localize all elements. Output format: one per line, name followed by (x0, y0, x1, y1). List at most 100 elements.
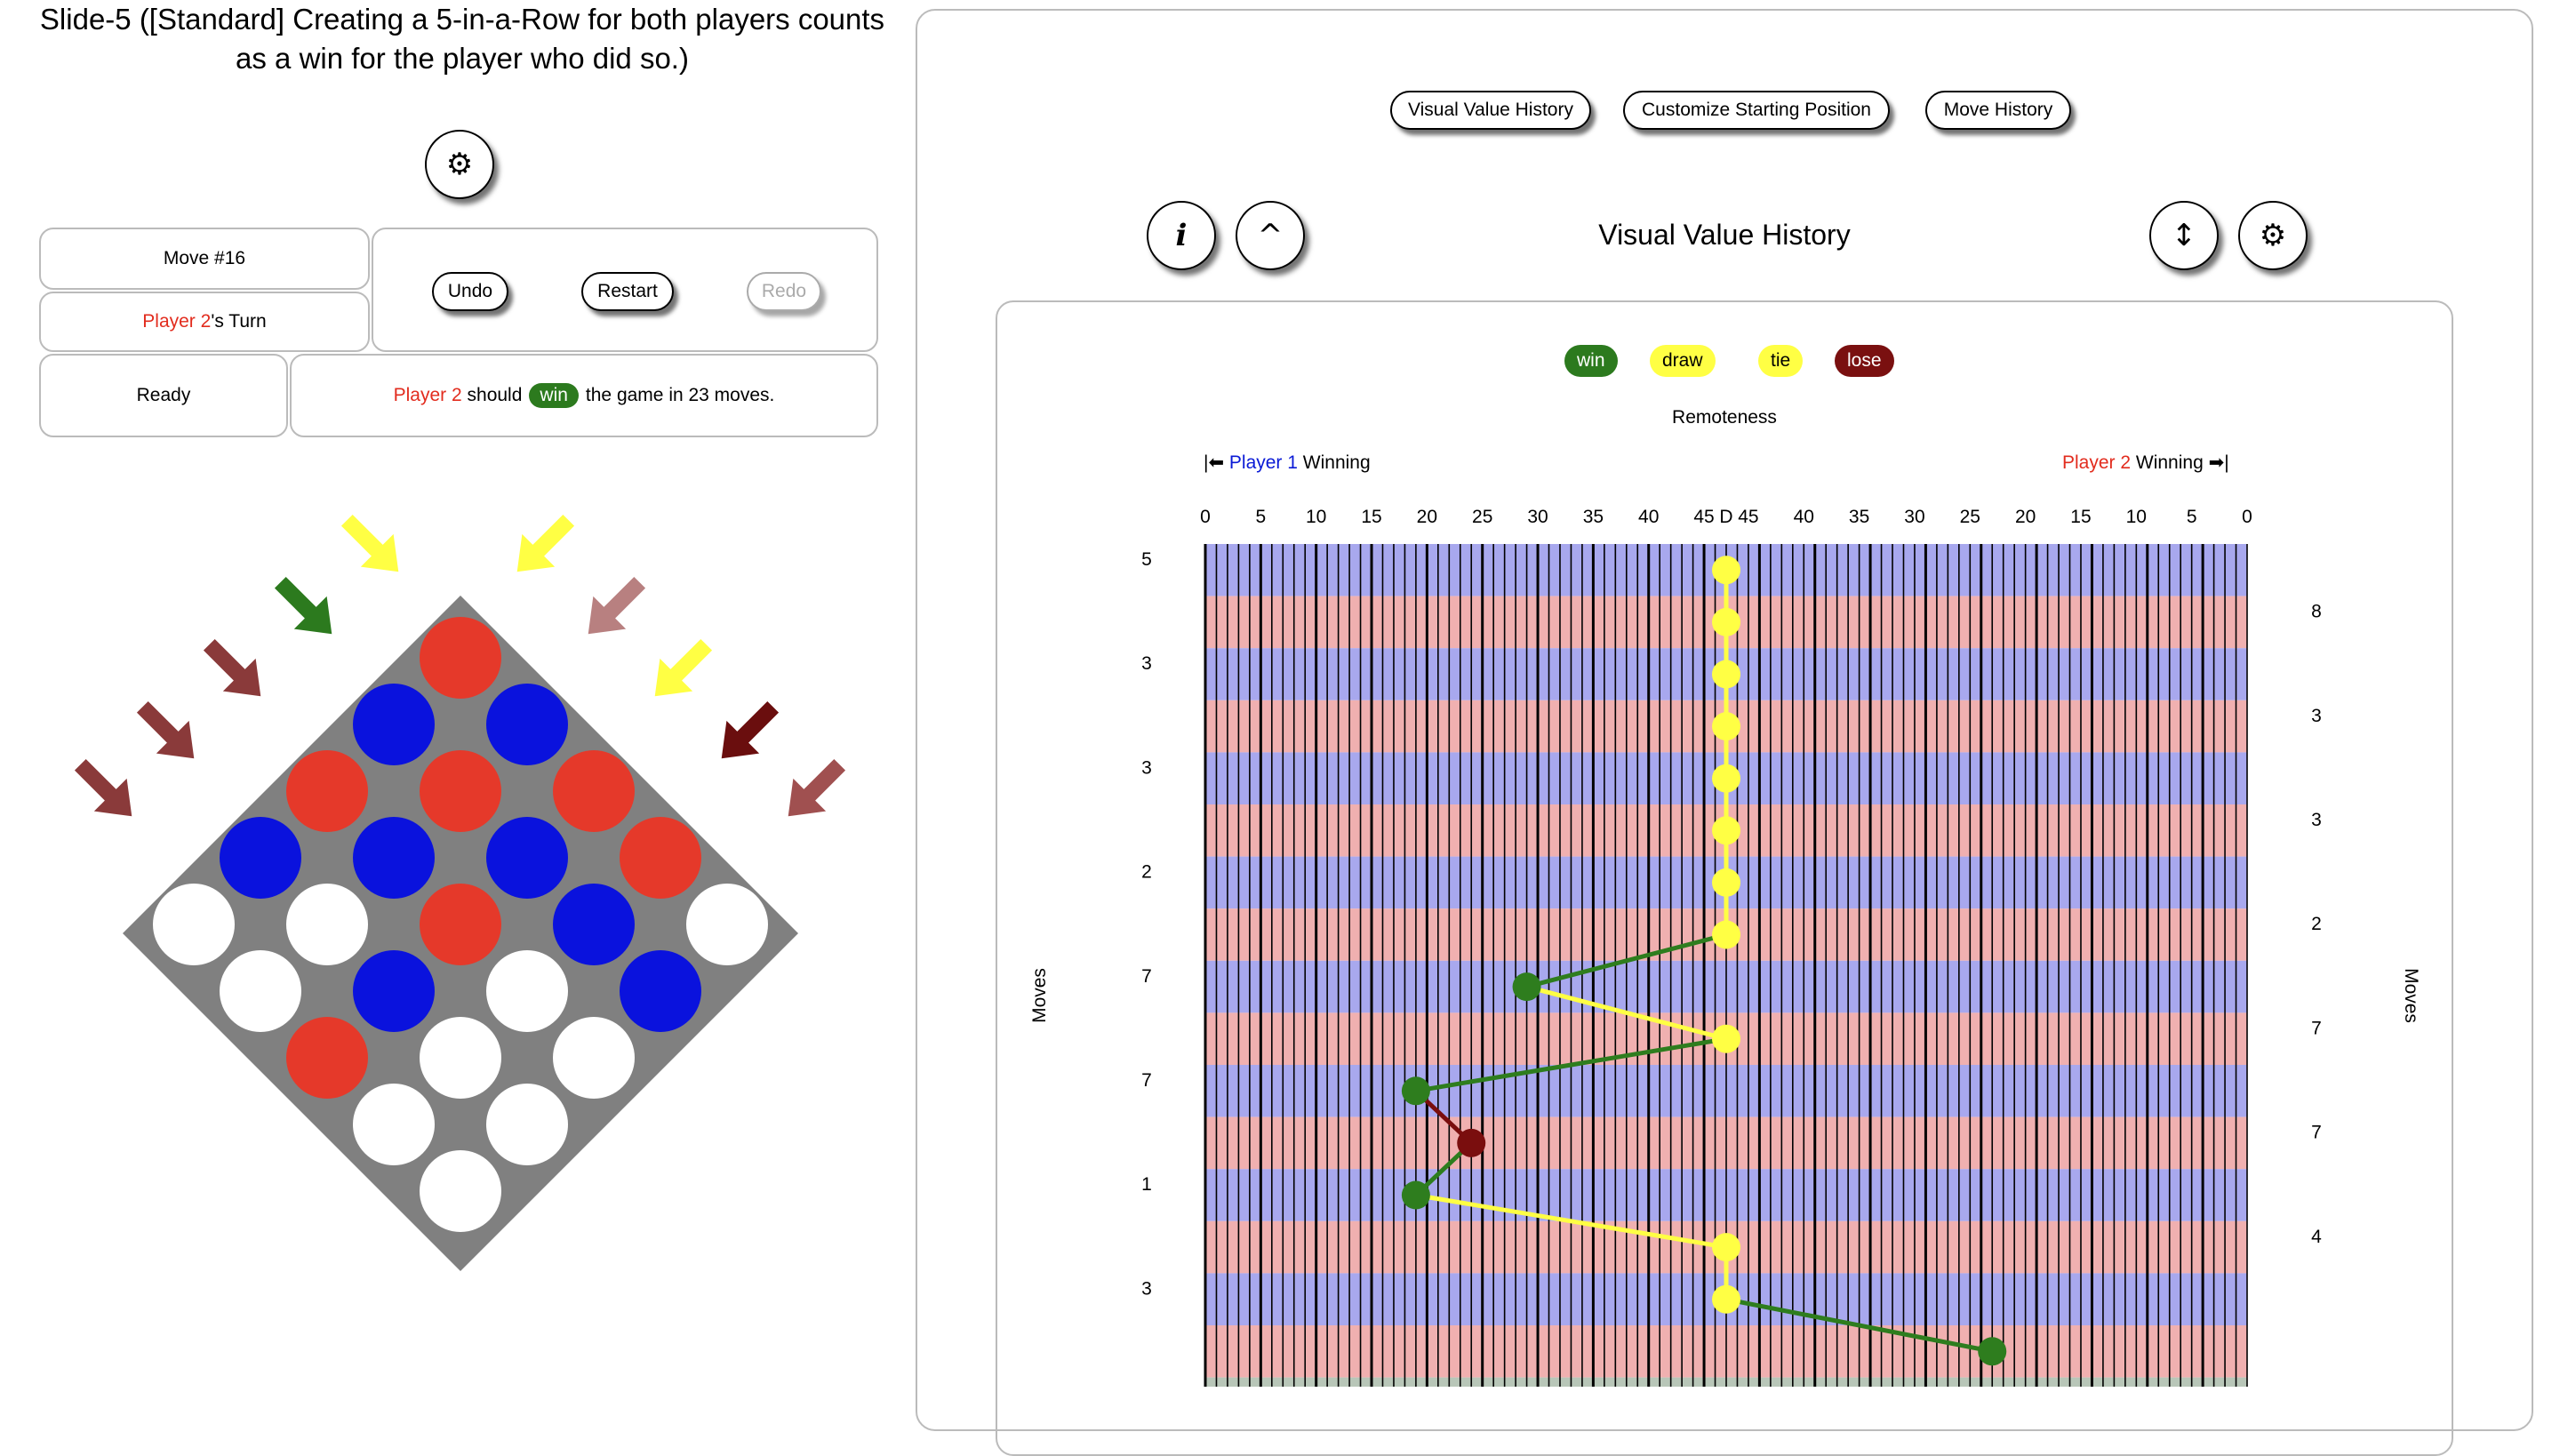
move-counter: Move #16 (39, 228, 370, 290)
board-cell-blue[interactable] (486, 817, 568, 899)
left-move-number: 3 (1141, 653, 1152, 674)
x-tick-label: 45 (1693, 507, 1714, 527)
x-tick-label: 0 (1200, 507, 1211, 527)
x-tick-label: 10 (2126, 507, 2147, 527)
board-cell-red[interactable] (420, 617, 501, 699)
vvh-position-dot[interactable] (1712, 868, 1740, 897)
legend-win[interactable]: win (1564, 345, 1618, 377)
drop-arrow-icon[interactable] (638, 628, 723, 713)
flip-button[interactable]: ↕ (2149, 201, 2219, 270)
drop-arrow-icon[interactable] (193, 628, 277, 713)
game-board[interactable] (0, 498, 889, 1298)
left-move-number: 7 (1141, 966, 1152, 987)
gear-icon: ⚙ (445, 147, 474, 182)
ready-status: Ready (39, 354, 288, 437)
winning-text: Winning (1302, 452, 1371, 473)
info-icon: 𝒊 (1175, 218, 1188, 253)
restart-button[interactable]: Restart (581, 272, 674, 311)
board-cell-white[interactable] (153, 884, 235, 965)
prediction-text: the game in 23 moves. (585, 385, 775, 405)
vvh-position-dot[interactable] (1712, 712, 1740, 741)
vvh-settings-button[interactable]: ⚙ (2238, 201, 2308, 270)
tab-customize-starting-position[interactable]: Customize Starting Position (1623, 91, 1890, 130)
board-cell-blue[interactable] (353, 684, 435, 765)
vvh-position-dot[interactable] (1712, 607, 1740, 636)
drop-arrow-icon[interactable] (772, 748, 856, 833)
board-cell-white[interactable] (286, 884, 368, 965)
x-tick-label: 5 (2187, 507, 2197, 527)
vvh-transition-line (1525, 932, 1727, 989)
legend-draw[interactable]: draw (1650, 345, 1716, 377)
board-cell-white[interactable] (420, 1150, 501, 1232)
left-move-number: 5 (1141, 549, 1152, 570)
vvh-position-dot[interactable] (1712, 1233, 1740, 1262)
collapse-button[interactable]: ^ (1236, 201, 1305, 270)
board-cell-red[interactable] (553, 750, 635, 832)
board-cell-red[interactable] (420, 884, 501, 965)
board-cell-red[interactable] (286, 750, 368, 832)
right-move-number: 4 (2311, 1227, 2322, 1247)
legend-tie[interactable]: tie (1758, 345, 1804, 377)
undo-button[interactable]: Undo (432, 272, 508, 311)
board-cell-red[interactable] (420, 750, 501, 832)
board-cell-blue[interactable] (220, 817, 301, 899)
right-move-number: 8 (2311, 602, 2322, 622)
moves-axis-label-left: Moves (1029, 968, 1050, 1023)
drop-arrow-icon[interactable] (331, 504, 415, 588)
tab-move-history[interactable]: Move History (1925, 91, 2071, 130)
vvh-position-dot[interactable] (1712, 920, 1740, 949)
board-cell-blue[interactable] (353, 950, 435, 1032)
drop-arrow-icon[interactable] (64, 748, 148, 833)
vvh-heading: Visual Value History (1598, 219, 1851, 251)
vvh-position-dot[interactable] (1712, 764, 1740, 793)
vvh-position-dot[interactable] (1401, 1180, 1430, 1210)
board-cell-white[interactable] (353, 1084, 435, 1165)
board-cell-white[interactable] (486, 1084, 568, 1165)
drop-arrow-icon[interactable] (264, 566, 348, 651)
board-cell-red[interactable] (286, 1017, 368, 1099)
vvh-position-dot[interactable] (1712, 660, 1740, 689)
legend-lose[interactable]: lose (1835, 345, 1894, 377)
tab-visual-value-history[interactable]: Visual Value History (1390, 91, 1591, 130)
board-cell-white[interactable] (686, 884, 768, 965)
board-cell-white[interactable] (553, 1017, 635, 1099)
drop-arrow-icon[interactable] (705, 691, 789, 775)
vvh-position-dot[interactable] (1401, 1076, 1430, 1106)
right-end-arrow-icon: ➡| (2208, 452, 2229, 473)
board-cell-red[interactable] (620, 817, 701, 899)
board-cell-blue[interactable] (553, 884, 635, 965)
vvh-position-dot[interactable] (1712, 1284, 1740, 1314)
redo-button[interactable]: Redo (747, 272, 821, 311)
vvh-position-dot[interactable] (1512, 972, 1541, 1002)
settings-button[interactable]: ⚙ (425, 130, 494, 199)
drop-arrow-icon[interactable] (572, 566, 656, 651)
left-move-number: 3 (1141, 1278, 1152, 1299)
board-cell-white[interactable] (486, 950, 568, 1032)
vvh-transition-line (1415, 1193, 1727, 1250)
prediction-should: should (467, 385, 523, 405)
vvh-position-dot[interactable] (1457, 1128, 1486, 1157)
board-cell-white[interactable] (420, 1017, 501, 1099)
board-cell-blue[interactable] (486, 684, 568, 765)
vvh-position-dot[interactable] (1712, 1024, 1740, 1053)
x-tick-label: 0 (2242, 507, 2252, 527)
board-cell-blue[interactable] (620, 950, 701, 1032)
info-button[interactable]: 𝒊 (1147, 201, 1216, 270)
right-move-number: 2 (2311, 914, 2322, 934)
board-cell-white[interactable] (220, 950, 301, 1032)
drop-arrow-icon[interactable] (500, 504, 585, 588)
vvh-position-dot[interactable] (1712, 816, 1740, 845)
x-tick-label: 30 (1904, 507, 1924, 527)
drop-arrow-icon[interactable] (126, 691, 211, 775)
vvh-chart: 0 5 10 15 20 25 30 35 40 45 D 45 40 35 30 25 20 15 10 5 0 53… (1029, 507, 2421, 1387)
moves-axis-label-right: Moves (2401, 968, 2421, 1023)
prediction-value-badge: win (529, 383, 579, 408)
x-tick-label: 25 (1472, 507, 1492, 527)
board-cell-blue[interactable] (353, 817, 435, 899)
x-tick-label: 10 (1306, 507, 1326, 527)
vvh-position-dot[interactable] (1978, 1337, 2007, 1366)
vvh-position-dot[interactable] (1712, 556, 1740, 585)
player1-winning-label: |⬅ Player 1 Winning (1204, 452, 1371, 474)
player2-winning-label: Player 2 Winning ➡| (2062, 452, 2229, 474)
x-tick-label: 20 (2015, 507, 2036, 527)
